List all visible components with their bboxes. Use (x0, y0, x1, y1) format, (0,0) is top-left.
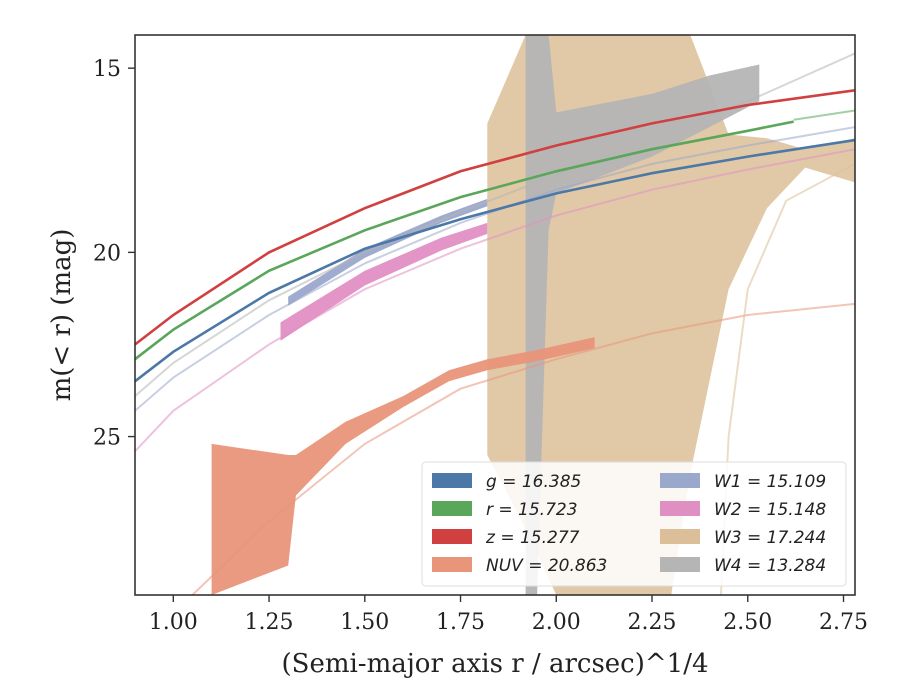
y-axis-ticks: 15 20 25 (93, 57, 135, 451)
legend-box (421, 461, 847, 587)
y-axis-label: m(< r) (mag) (47, 229, 77, 402)
legend-swatch-w4 (660, 557, 700, 572)
x-tick-label: 1.75 (436, 610, 485, 635)
legend-label-z: z = 15.277 (485, 528, 580, 548)
legend-label-w4: W4 = 13.284 (714, 556, 826, 576)
legend-label-w2: W2 = 15.148 (714, 500, 826, 520)
band-w4 (525, 35, 760, 595)
x-tick-label: 1.00 (149, 610, 198, 635)
faint-line-w1 (135, 126, 855, 412)
line-z (135, 89, 855, 346)
band-nuv (211, 337, 595, 595)
band-w1 (288, 198, 488, 306)
x-tick-label: 1.25 (245, 610, 294, 635)
plot-frame (134, 34, 856, 596)
faint-line-nuv (191, 302, 855, 595)
x-axis-ticks: 1.00 1.25 1.50 1.75 2.00 2.25 2.50 2.75 (149, 595, 868, 635)
y-tick-label: 25 (93, 426, 121, 451)
faint-line-w2 (135, 148, 855, 452)
y-tick-label: 15 (93, 57, 121, 82)
x-tick-label: 2.25 (628, 610, 677, 635)
legend-swatch-w3 (660, 529, 700, 544)
legend-label-nuv: NUV = 20.863 (486, 556, 607, 576)
legend-label-w1: W1 = 15.109 (714, 472, 826, 492)
legend-swatch-nuv (432, 557, 472, 572)
faint-line-w4 (135, 52, 855, 397)
legend-swatch-r (432, 501, 472, 516)
line-r (135, 120, 794, 361)
lines-layer (135, 52, 855, 595)
legend-label-r: r = 15.723 (486, 500, 578, 520)
line-g (135, 138, 855, 383)
legend-swatch-z (432, 529, 472, 544)
x-tick-label: 1.50 (340, 610, 389, 635)
legend-swatch-w2 (660, 501, 700, 516)
legend-swatch-w1 (660, 473, 700, 488)
legend-swatch-g (432, 473, 472, 488)
legend-label-g: g = 16.385 (486, 472, 581, 492)
legend-label-w3: W3 = 17.244 (714, 528, 826, 548)
legend: g = 16.385 r = 15.723 z = 15.277 NUV = 20.8… (421, 461, 847, 587)
y-tick-label: 20 (93, 241, 121, 266)
x-tick-label: 2.50 (723, 610, 772, 635)
x-tick-label: 2.00 (532, 610, 581, 635)
band-w2 (280, 222, 488, 341)
x-tick-label: 2.75 (819, 610, 868, 635)
x-axis-label: (Semi-major axis r / arcsec)^1/4 (281, 649, 708, 679)
faint-line-r (793, 109, 855, 121)
